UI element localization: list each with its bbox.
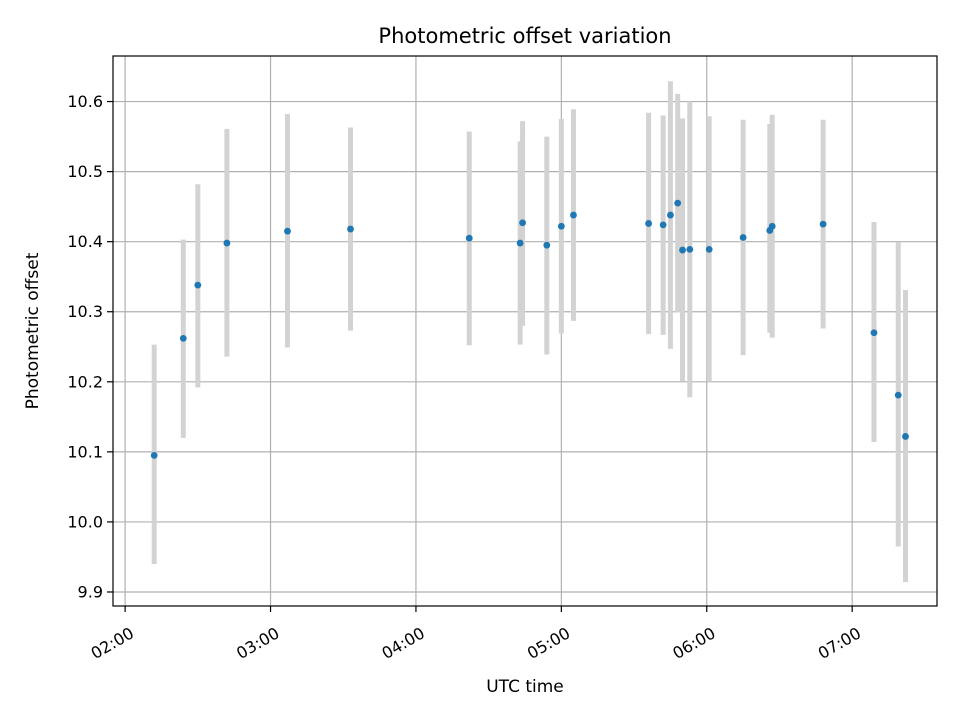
y-tick-label: 10.3 <box>67 302 103 321</box>
chart-title: Photometric offset variation <box>378 24 671 48</box>
data-point <box>179 334 187 342</box>
data-point <box>739 234 747 241</box>
data-point <box>284 227 291 235</box>
data-point <box>679 246 686 254</box>
data-point <box>519 219 526 227</box>
data-point <box>674 199 682 207</box>
x-axis-label: UTC time <box>486 677 564 697</box>
data-point <box>465 234 473 242</box>
data-point <box>659 221 667 229</box>
data-point <box>705 245 713 253</box>
data-point <box>223 239 231 247</box>
data-point <box>557 222 565 230</box>
y-tick-label: 10.0 <box>67 512 103 531</box>
data-point <box>667 211 674 219</box>
data-point <box>543 241 551 249</box>
y-axis-label: Photometric offset <box>23 252 43 409</box>
y-tick-label: 10.2 <box>67 372 103 391</box>
data-point <box>870 329 878 337</box>
data-point <box>347 225 354 233</box>
y-tick-label: 10.5 <box>67 162 103 181</box>
y-tick-label: 10.4 <box>67 232 103 251</box>
data-points <box>150 199 909 459</box>
data-point <box>150 451 158 459</box>
y-axis-ticks: 9.9 10.0 10.1 10.2 10.3 10.4 10.5 10.6 <box>67 92 113 601</box>
data-point <box>194 281 202 289</box>
plot-frame <box>112 55 938 607</box>
data-point <box>645 220 652 227</box>
data-point <box>686 245 694 253</box>
y-tick-label: 10.1 <box>67 442 103 461</box>
y-tick-label: 10.6 <box>67 92 103 111</box>
y-tick-label: 9.9 <box>78 582 103 601</box>
data-point <box>516 239 524 247</box>
data-point <box>902 433 909 440</box>
data-point <box>768 222 776 230</box>
data-point <box>894 391 902 399</box>
data-point <box>570 211 577 219</box>
data-point <box>819 220 827 228</box>
